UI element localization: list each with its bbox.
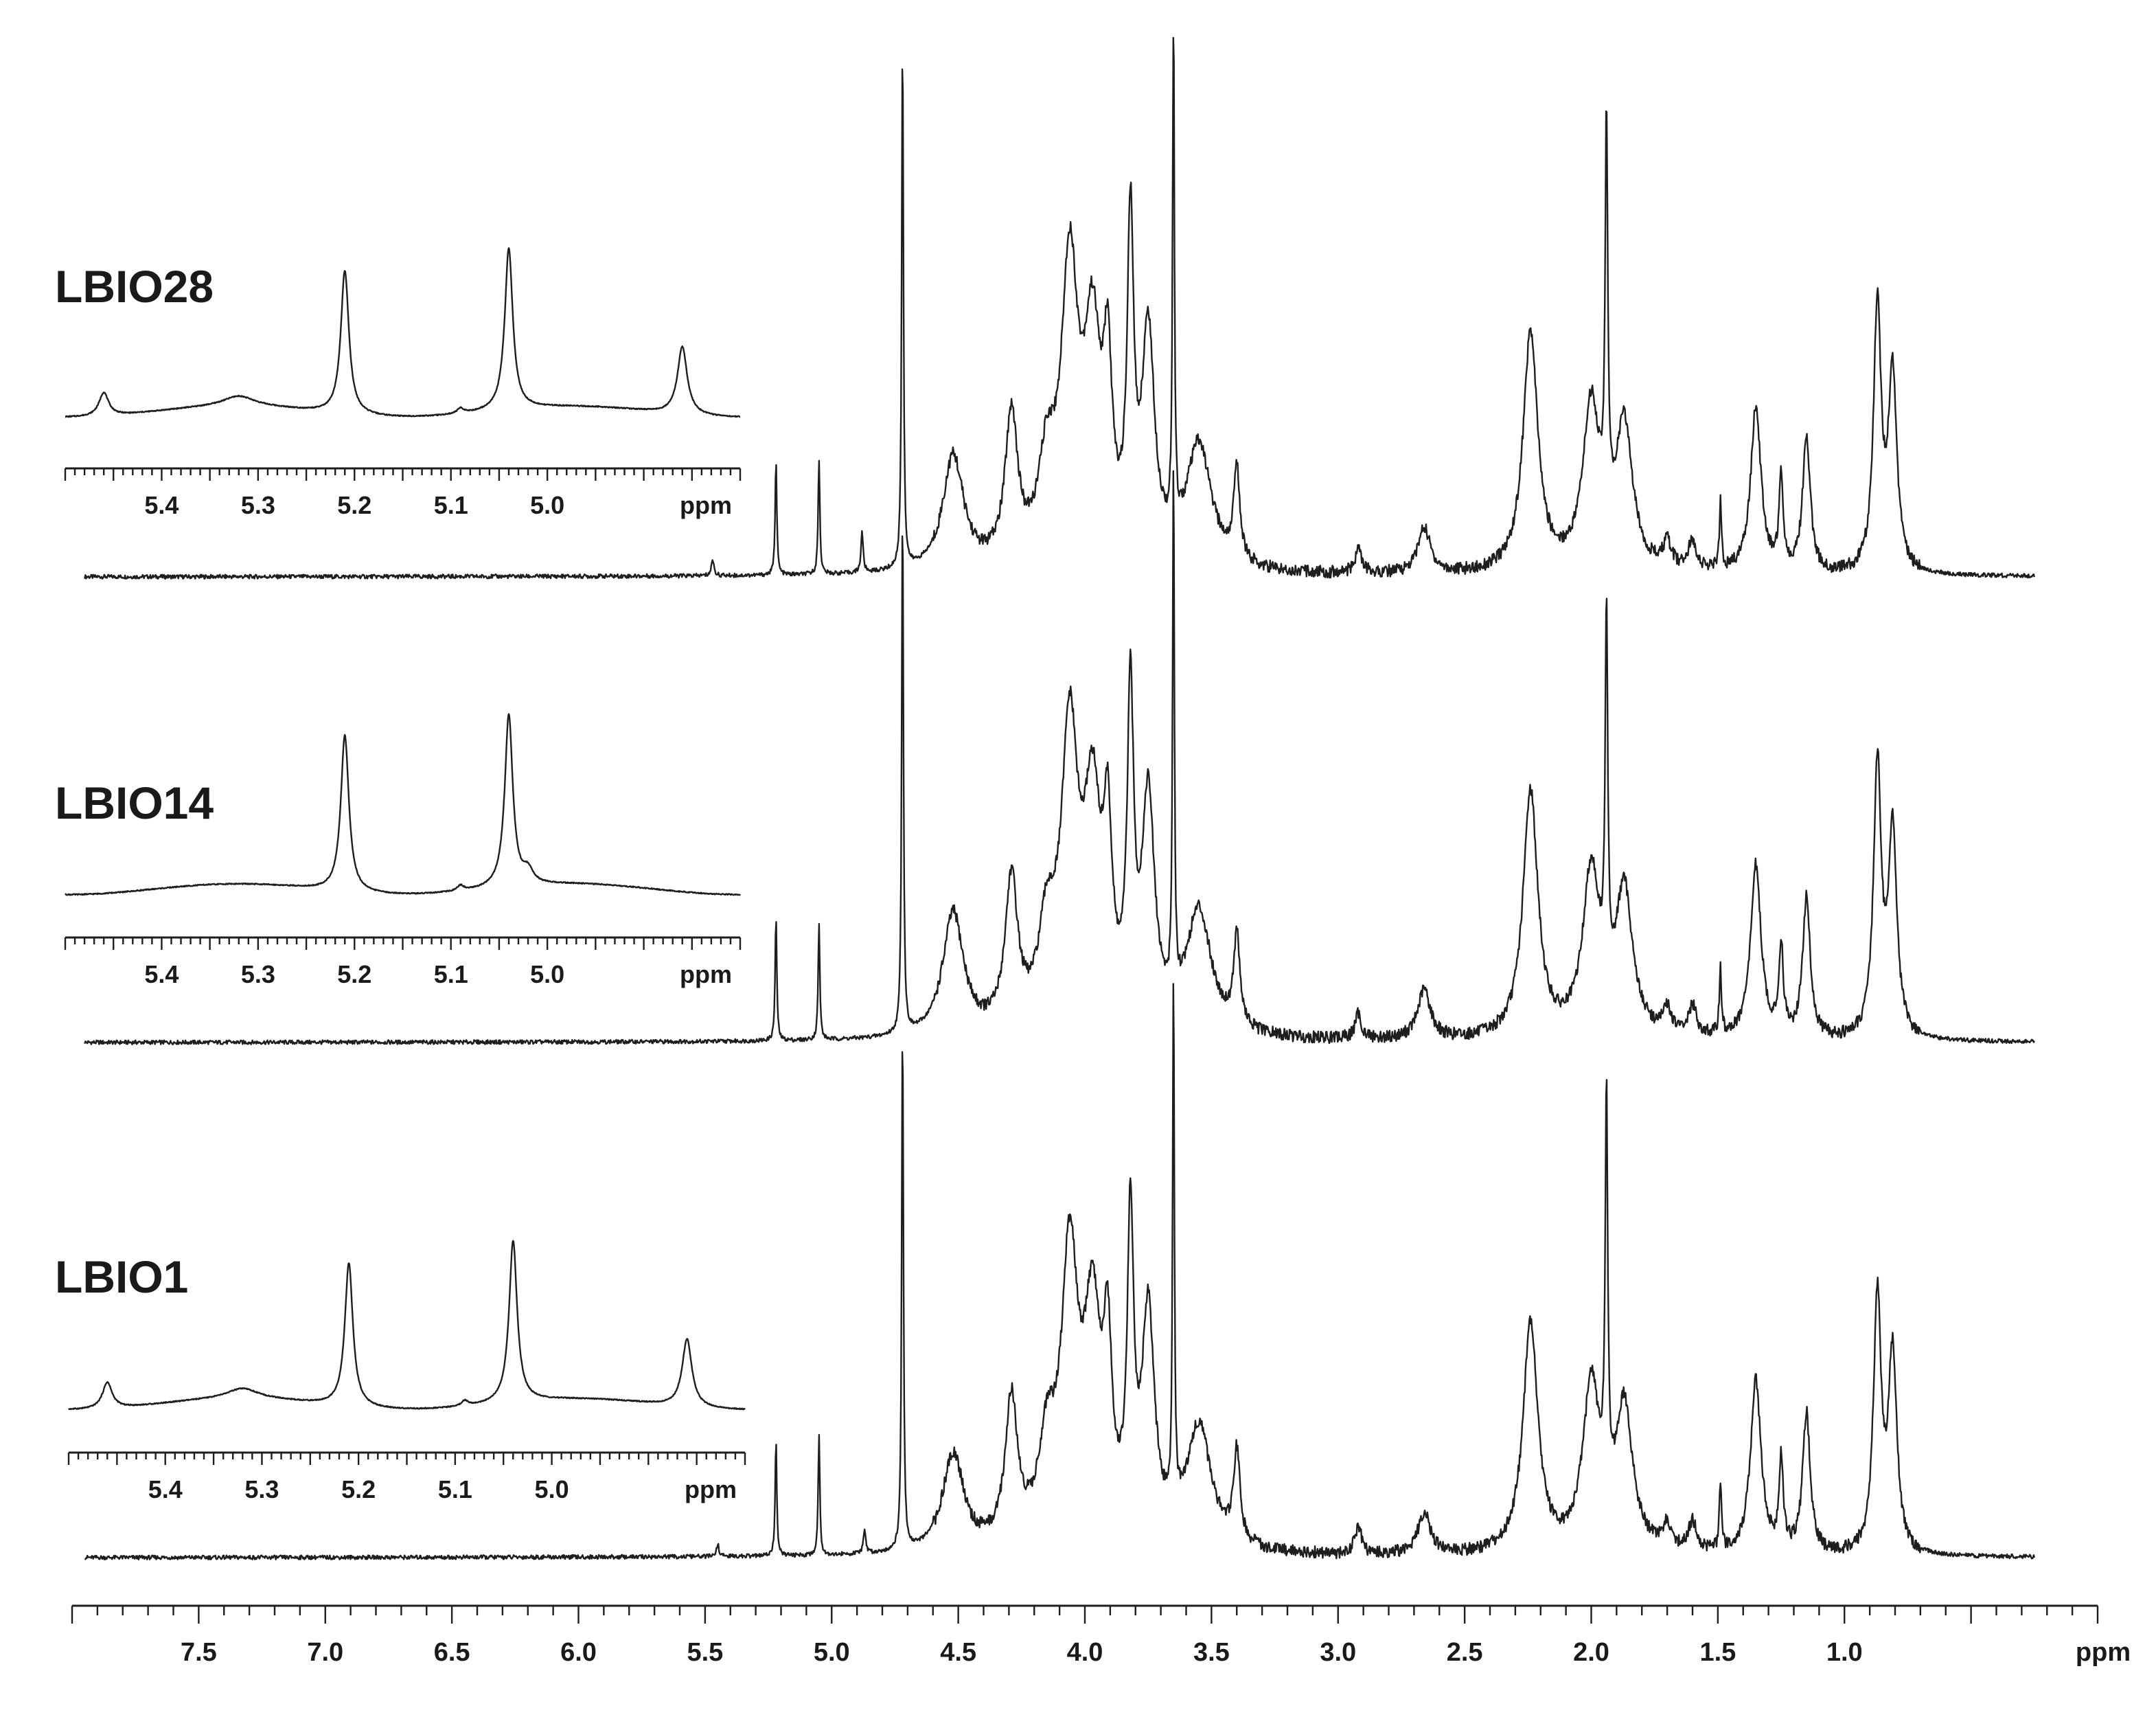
inset-axis-lbio14: 5.4 5.3 5.2 5.1 5.0 ppm (64, 936, 742, 988)
main-tick-label: 2.5 (1447, 1638, 1483, 1667)
spectrum-trace-lbio14 (84, 470, 2035, 1045)
main-tick-label: 6.0 (560, 1638, 597, 1667)
inset-tick-label: 5.1 (438, 1475, 472, 1503)
spectrum-trace-lbio28 (84, 36, 2035, 580)
inset-tick-label: 5.0 (535, 1475, 569, 1503)
inset-tick-label: 5.1 (434, 960, 468, 988)
inset-tick-label: 5.2 (337, 491, 371, 519)
inset-tick-label: 5.2 (337, 960, 371, 988)
sample-label-lbio28: LBIO28 (55, 261, 214, 312)
main-x-axis: 7.5 7.0 6.5 6.0 5.5 5.0 4.5 4.0 3.5 3.0 2.5 2.0 1.5 1… (71, 1604, 2131, 1667)
sample-label-lbio14: LBIO14 (55, 777, 214, 828)
main-tick-label: 7.0 (307, 1638, 343, 1667)
inset-tick-label: 5.0 (530, 960, 564, 988)
inset-axis-unit: ppm (680, 960, 732, 988)
inset-tick-label: 5.4 (148, 1475, 183, 1503)
inset-trace-lbio28 (65, 247, 741, 418)
main-tick-label: 7.5 (181, 1638, 217, 1667)
main-tick-label: 6.5 (434, 1638, 470, 1667)
sample-label-lbio1: LBIO1 (55, 1251, 188, 1302)
main-tick-label: 1.0 (1826, 1638, 1863, 1667)
main-tick-label: 4.0 (1067, 1638, 1103, 1667)
inset-tick-label: 5.2 (341, 1475, 376, 1503)
inset-tick-label: 5.3 (241, 491, 275, 519)
main-tick-label: 4.5 (940, 1638, 976, 1667)
inset-axis-unit: ppm (680, 491, 732, 519)
main-spectra (84, 36, 2035, 1560)
inset-tick-label: 5.4 (144, 960, 179, 988)
main-axis-unit: ppm (2076, 1638, 2131, 1667)
spectrum-trace-lbio1 (84, 983, 2035, 1560)
main-tick-label: 3.0 (1320, 1638, 1356, 1667)
main-tick-label: 5.0 (814, 1638, 850, 1667)
inset-trace-lbio14 (65, 713, 742, 896)
inset-spectra (65, 247, 746, 1411)
inset-tick-label: 5.0 (530, 491, 564, 519)
inset-trace-lbio1 (68, 1240, 746, 1411)
main-tick-label: 3.5 (1193, 1638, 1230, 1667)
inset-axis-unit: ppm (685, 1475, 737, 1503)
inset-tick-label: 5.3 (241, 960, 275, 988)
main-tick-label: 1.5 (1699, 1638, 1736, 1667)
inset-tick-label: 5.4 (144, 491, 179, 519)
main-tick-label: 2.0 (1573, 1638, 1609, 1667)
inset-tick-label: 5.1 (434, 491, 468, 519)
inset-tick-label: 5.3 (244, 1475, 279, 1503)
inset-axis-lbio1: 5.4 5.3 5.2 5.1 5.0 ppm (67, 1451, 746, 1503)
main-tick-label: 5.5 (687, 1638, 723, 1667)
inset-axis-lbio28: 5.4 5.3 5.2 5.1 5.0 ppm (64, 467, 742, 519)
